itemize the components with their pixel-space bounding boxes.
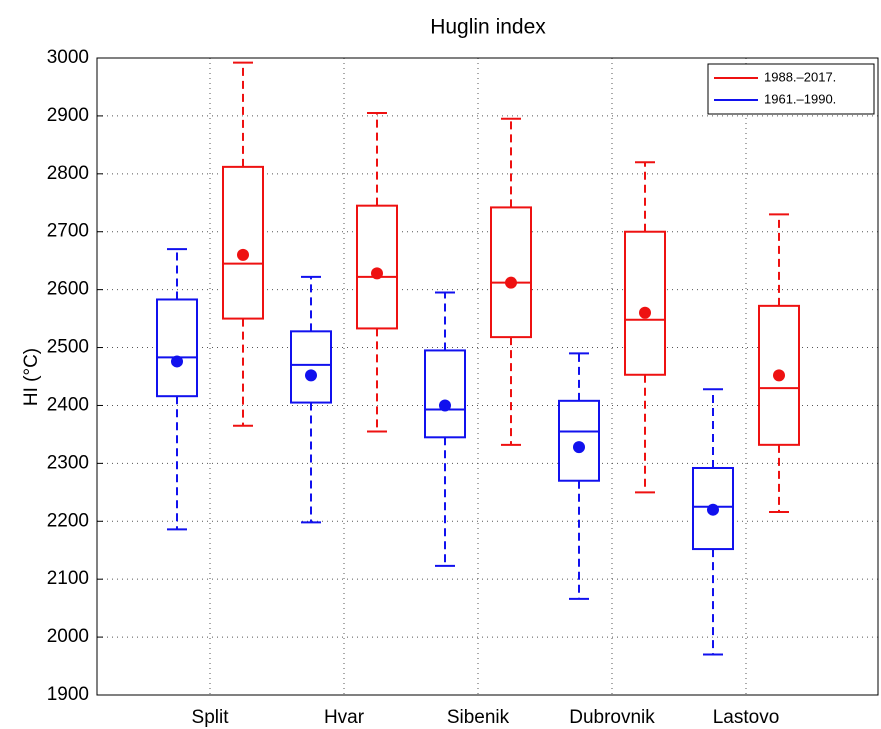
chart-title: Huglin index <box>430 16 546 39</box>
box <box>222 165 264 320</box>
box <box>156 298 198 398</box>
box <box>558 399 600 482</box>
y-tick-label: 2300 <box>47 452 89 473</box>
mean-dot <box>439 399 451 412</box>
legend-label: 1961.–1990. <box>764 91 836 106</box>
mean-dot <box>639 306 651 319</box>
y-tick-label: 2700 <box>47 221 89 242</box>
y-tick-label: 2900 <box>47 105 89 126</box>
mean-dot <box>371 267 383 280</box>
y-tick-label: 3000 <box>47 47 89 68</box>
y-axis-label: HI (°C) <box>21 348 42 406</box>
x-tick-label: Split <box>192 707 230 728</box>
legend-label: 1988.–2017. <box>764 69 836 84</box>
x-tick-label: Hvar <box>324 707 365 728</box>
box <box>424 349 466 439</box>
mean-dot <box>707 503 719 516</box>
mean-dot <box>573 441 585 454</box>
box <box>490 206 532 339</box>
box <box>290 330 332 404</box>
y-tick-label: 2500 <box>47 337 89 358</box>
y-tick-label: 2800 <box>47 163 89 184</box>
mean-dot <box>171 355 183 368</box>
x-tick-label: Lastovo <box>713 707 780 728</box>
y-tick-label: 2600 <box>47 279 89 300</box>
y-tick-label: 2400 <box>47 394 89 415</box>
mean-dot <box>237 248 249 261</box>
plot-frame <box>96 57 879 696</box>
x-tick-label: Sibenik <box>447 707 510 728</box>
box <box>624 230 666 376</box>
x-tick-label: Dubrovnik <box>569 707 655 728</box>
y-tick-label: 2200 <box>47 510 89 531</box>
mean-dot <box>505 276 517 289</box>
y-tick-label: 2100 <box>47 568 89 589</box>
y-tick-label: 1900 <box>47 684 89 705</box>
legend-box <box>707 63 875 115</box>
mean-dot <box>305 369 317 382</box>
y-tick-label: 2000 <box>47 626 89 647</box>
mean-dot <box>773 369 785 382</box>
box <box>356 204 398 330</box>
